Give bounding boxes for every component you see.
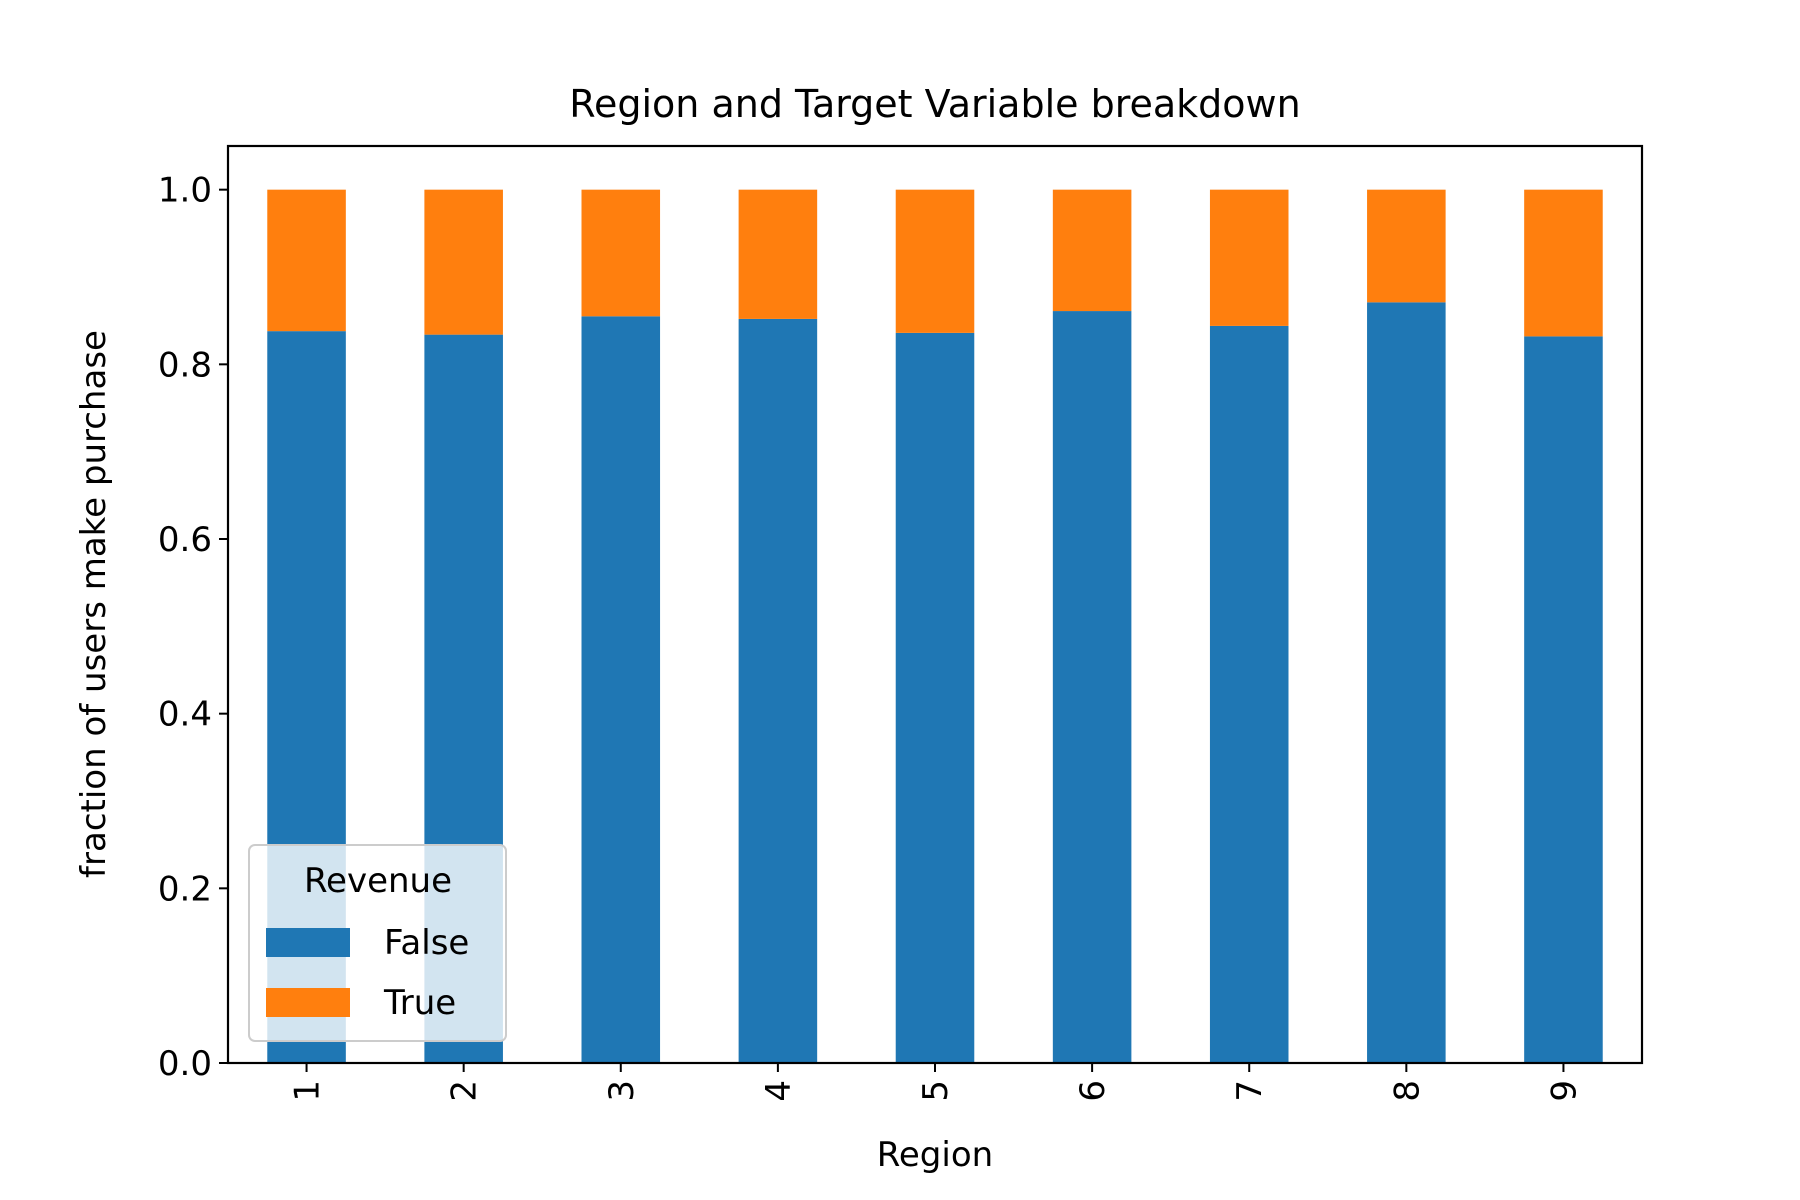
x-tick-label-2: 2	[445, 1080, 485, 1102]
legend-swatch-false	[266, 928, 350, 957]
y-tick-label-1.0: 1.0	[158, 171, 212, 211]
bar-false-region-3	[581, 316, 661, 1063]
bar-true-region-7	[1209, 189, 1289, 326]
x-tick-label-7: 7	[1230, 1080, 1270, 1102]
bar-true-region-5	[895, 189, 975, 333]
x-tick-label-3: 3	[602, 1080, 642, 1102]
x-tick-label-6: 6	[1073, 1080, 1113, 1102]
x-tick-label-1: 1	[288, 1080, 328, 1102]
legend-label-false: False	[384, 923, 469, 963]
bar-true-region-3	[581, 189, 661, 317]
y-axis-label: fraction of users make purchase	[74, 330, 114, 878]
x-axis-label: Region	[877, 1135, 993, 1175]
bar-false-region-4	[738, 318, 818, 1063]
bar-true-region-6	[1052, 189, 1132, 312]
legend-swatch-true	[266, 988, 350, 1017]
x-tick-label-5: 5	[916, 1080, 956, 1102]
bar-true-region-8	[1367, 189, 1446, 303]
y-tick-label-0.4: 0.4	[158, 695, 212, 735]
bar-true-region-4	[738, 189, 818, 319]
x-tick-label-9: 9	[1544, 1080, 1584, 1102]
legend-title: Revenue	[304, 861, 452, 901]
bar-false-region-9	[1524, 336, 1603, 1063]
chart-title: Region and Target Variable breakdown	[569, 82, 1300, 126]
bar-true-region-1	[267, 189, 346, 332]
y-tick-label-0.2: 0.2	[158, 869, 212, 909]
x-tick-label-8: 8	[1387, 1080, 1427, 1102]
y-tick-label-0.8: 0.8	[158, 345, 212, 385]
bar-true-region-9	[1524, 189, 1603, 337]
plot-area: 0.0 0.2 0.4 0.6 0.8 1.0 1 2 3 4 5 6 7 8 9	[158, 171, 1603, 1102]
bar-false-region-6	[1052, 311, 1132, 1063]
y-tick-label-0.6: 0.6	[158, 520, 212, 560]
bar-false-region-8	[1367, 302, 1446, 1063]
bar-false-region-7	[1209, 325, 1289, 1063]
bar-true-region-2	[424, 189, 503, 335]
x-tick-label-4: 4	[759, 1080, 799, 1102]
plot-frame	[226, 144, 1644, 1065]
bar-false-region-5	[895, 332, 975, 1064]
legend: Revenue False True	[248, 844, 507, 1042]
legend-label-true: True	[383, 983, 456, 1023]
y-tick-label-0.0: 0.0	[158, 1044, 212, 1084]
